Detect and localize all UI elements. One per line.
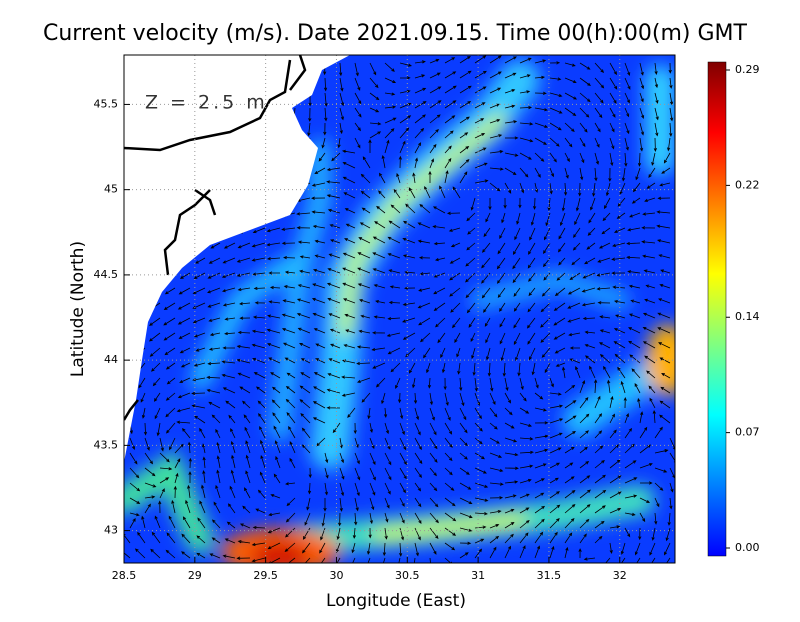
title: Current velocity (m/s). Date 2021.09.15.… bbox=[43, 21, 748, 46]
colorbar-tick-label: 0.22 bbox=[735, 178, 760, 191]
colorbar-tick-label: 0.14 bbox=[735, 310, 760, 323]
x-tick-label: 32 bbox=[613, 569, 627, 582]
colorbar-tick-label: 0.29 bbox=[735, 63, 760, 76]
land bbox=[124, 55, 350, 462]
y-tick-label: 44.5 bbox=[94, 268, 119, 281]
depth-label: Z = 2.5 m bbox=[145, 92, 268, 114]
y-tick-label: 43 bbox=[104, 524, 118, 537]
colorbar-tick-label: 0.07 bbox=[735, 426, 760, 439]
y-tick-label: 44 bbox=[104, 353, 118, 366]
x-tick-label: 30.5 bbox=[395, 569, 420, 582]
land-borders bbox=[124, 55, 307, 421]
x-tick-label: 30 bbox=[329, 569, 343, 582]
y-axis-label: Latitude (North) bbox=[68, 241, 88, 377]
x-tick-label: 31.5 bbox=[537, 569, 562, 582]
colorbar bbox=[707, 61, 727, 557]
y-tick-label: 43.5 bbox=[94, 438, 119, 451]
plot-frame bbox=[123, 54, 676, 564]
x-tick-label: 29 bbox=[188, 569, 202, 582]
colorbar-tick-label: 0.00 bbox=[735, 541, 760, 554]
x-tick-label: 29.5 bbox=[253, 569, 278, 582]
field bbox=[124, 55, 675, 563]
x-tick-label: 28.5 bbox=[112, 569, 137, 582]
y-tick-label: 45 bbox=[104, 183, 118, 196]
x-tick-label: 31 bbox=[471, 569, 485, 582]
x-axis-label: Longitude (East) bbox=[326, 591, 466, 611]
y-tick-label: 45.5 bbox=[94, 97, 119, 110]
